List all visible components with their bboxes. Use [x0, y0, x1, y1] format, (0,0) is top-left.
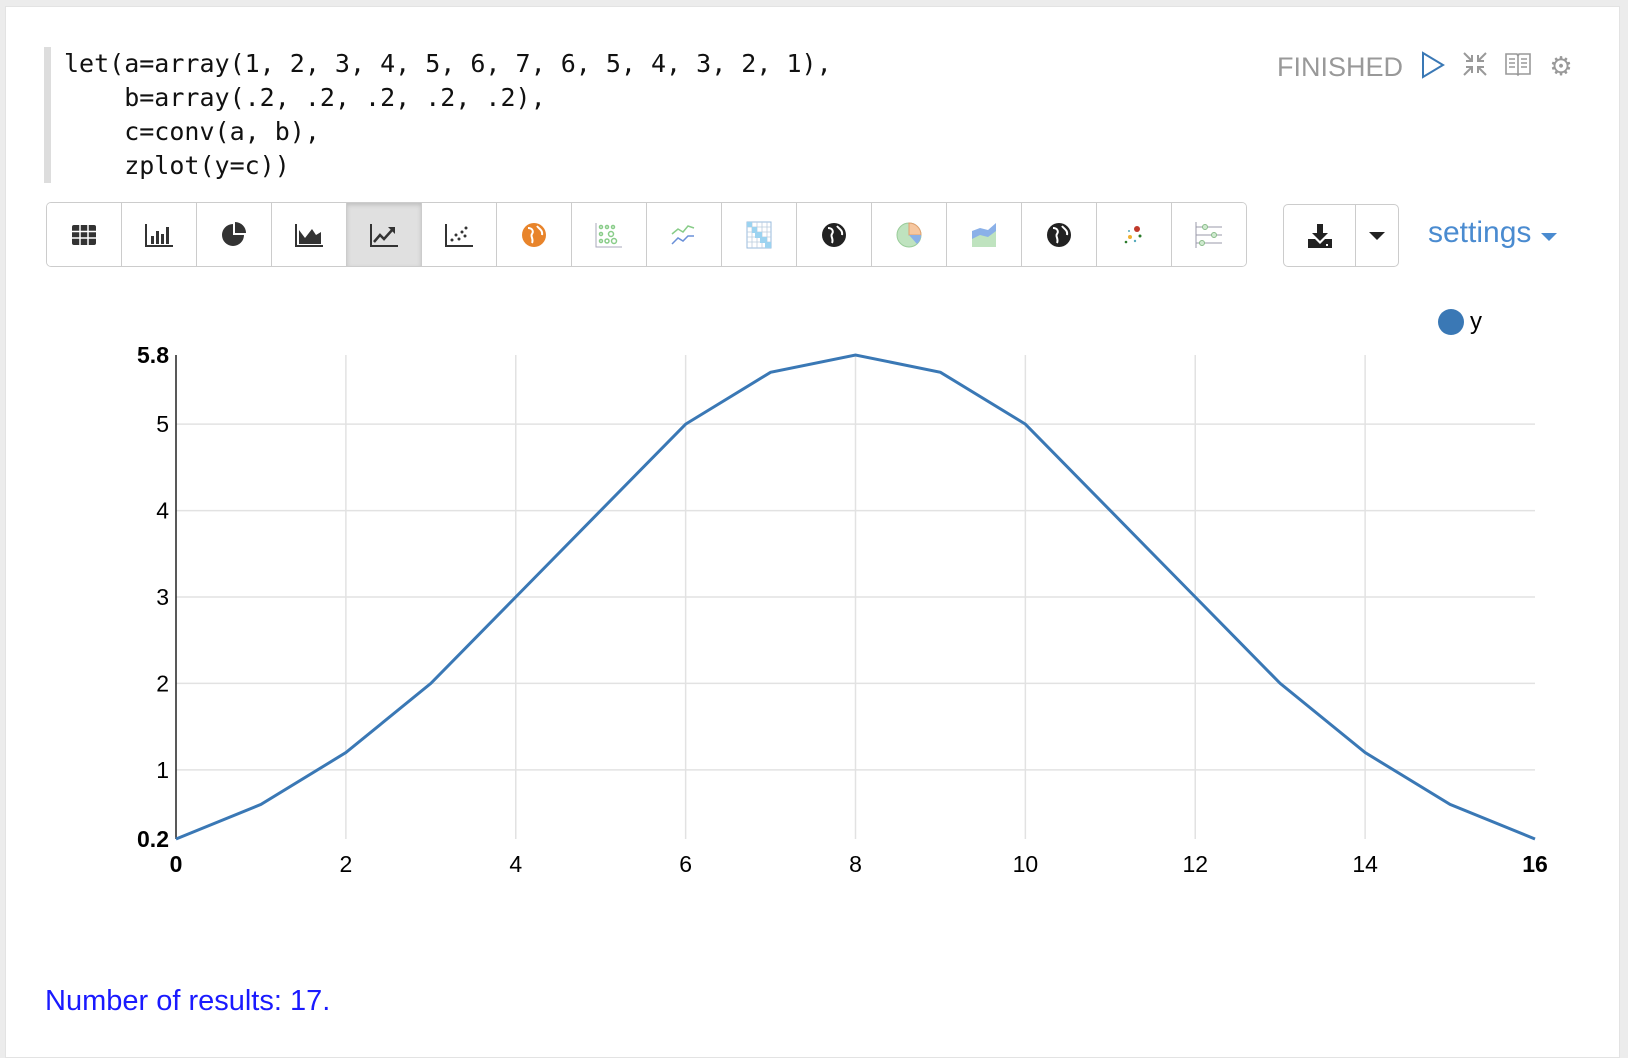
- y-tick-label: 1: [156, 757, 169, 783]
- x-tick-label: 0: [170, 851, 183, 877]
- table-button[interactable]: [47, 203, 122, 266]
- x-tick-label: 6: [679, 851, 692, 877]
- stacked-area-icon: [972, 222, 996, 247]
- collapse-icon[interactable]: [1460, 50, 1490, 82]
- globe-icon: [822, 222, 846, 247]
- x-tick-label: 2: [339, 851, 352, 877]
- caret-down-icon: [1369, 231, 1385, 240]
- area-chart-icon: [295, 223, 323, 247]
- line-chart-icon: [370, 223, 398, 247]
- series-line-y: [175, 353, 1536, 841]
- y-tick-label: 0.2: [137, 826, 169, 852]
- gear-icon[interactable]: ⚙: [1549, 51, 1573, 81]
- download-group: [1283, 204, 1399, 267]
- x-tick-label: 14: [1352, 851, 1378, 877]
- paragraph-card: [5, 6, 1620, 1058]
- download-dropdown-button[interactable]: [1356, 205, 1398, 266]
- x-tick-label: 4: [509, 851, 522, 877]
- pie-chart-button[interactable]: [197, 203, 272, 266]
- results-count: Number of results: 17.: [45, 985, 331, 1017]
- multi-line-button[interactable]: [647, 203, 722, 266]
- code-line: c=conv(a, b),: [64, 117, 320, 146]
- heatmap-button[interactable]: [722, 203, 797, 266]
- line-chart-button[interactable]: [347, 203, 422, 266]
- globe-button[interactable]: [797, 203, 872, 266]
- code-line: zplot(y=c)): [64, 151, 290, 180]
- legend-marker: [1438, 309, 1464, 335]
- area-chart-button[interactable]: [272, 203, 347, 266]
- globe-dark-button[interactable]: [1022, 203, 1097, 266]
- globe-orange-icon: [522, 222, 546, 247]
- multi-line-icon: [671, 224, 695, 245]
- scatter-chart-icon: [445, 223, 473, 247]
- stacked-area-button[interactable]: [947, 203, 1022, 266]
- y-tick-label: 5: [156, 411, 169, 437]
- globe-dark-icon: [1047, 222, 1071, 247]
- code-line: let(a=array(1, 2, 3, 4, 5, 6, 7, 6, 5, 4…: [64, 49, 832, 78]
- bubble-grid-button[interactable]: [572, 203, 647, 266]
- download-icon: [1307, 223, 1332, 248]
- y-tick-label: 3: [156, 584, 169, 610]
- dots-icon: [1124, 225, 1142, 243]
- x-tick-label: 10: [1013, 851, 1039, 877]
- bar-chart-button[interactable]: [122, 203, 197, 266]
- book-icon[interactable]: [1503, 50, 1533, 82]
- pie-chart-icon: [222, 221, 246, 246]
- map-button[interactable]: [497, 203, 572, 266]
- x-tick-label: 8: [849, 851, 862, 877]
- settings-dropdown[interactable]: settings: [1428, 216, 1558, 250]
- download-button[interactable]: [1284, 205, 1356, 266]
- pie-color-icon: [896, 221, 922, 247]
- dots-button[interactable]: [1097, 203, 1172, 266]
- visualization-toolbar: [46, 202, 1247, 267]
- x-tick-label: 16: [1522, 851, 1548, 877]
- caret-down-icon: [1540, 233, 1557, 241]
- y-tick-label: 2: [156, 670, 169, 696]
- sliders-icon: [1195, 221, 1222, 248]
- sliders-button[interactable]: [1172, 203, 1246, 266]
- chart-legend[interactable]: y: [1438, 308, 1482, 336]
- code-line: b=array(.2, .2, .2, .2, .2),: [64, 83, 546, 112]
- bubble-grid-icon: [595, 222, 622, 247]
- y-tick-label: 5.8: [137, 342, 169, 368]
- code-editor[interactable]: let(a=array(1, 2, 3, 4, 5, 6, 7, 6, 5, 4…: [44, 47, 832, 183]
- table-icon: [72, 224, 96, 245]
- play-icon[interactable]: [1418, 50, 1448, 82]
- pie-button[interactable]: [872, 203, 947, 266]
- status-label: FINISHED: [1277, 52, 1404, 82]
- scatter-chart-button[interactable]: [422, 203, 497, 266]
- x-tick-label: 12: [1182, 851, 1208, 877]
- legend-label: y: [1470, 308, 1482, 335]
- bar-chart-icon: [145, 223, 173, 247]
- settings-label: settings: [1428, 216, 1532, 249]
- heatmap-icon: [746, 221, 772, 248]
- y-tick-label: 4: [156, 498, 169, 524]
